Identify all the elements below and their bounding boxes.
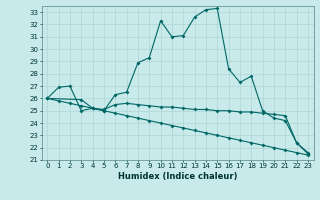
- X-axis label: Humidex (Indice chaleur): Humidex (Indice chaleur): [118, 172, 237, 181]
